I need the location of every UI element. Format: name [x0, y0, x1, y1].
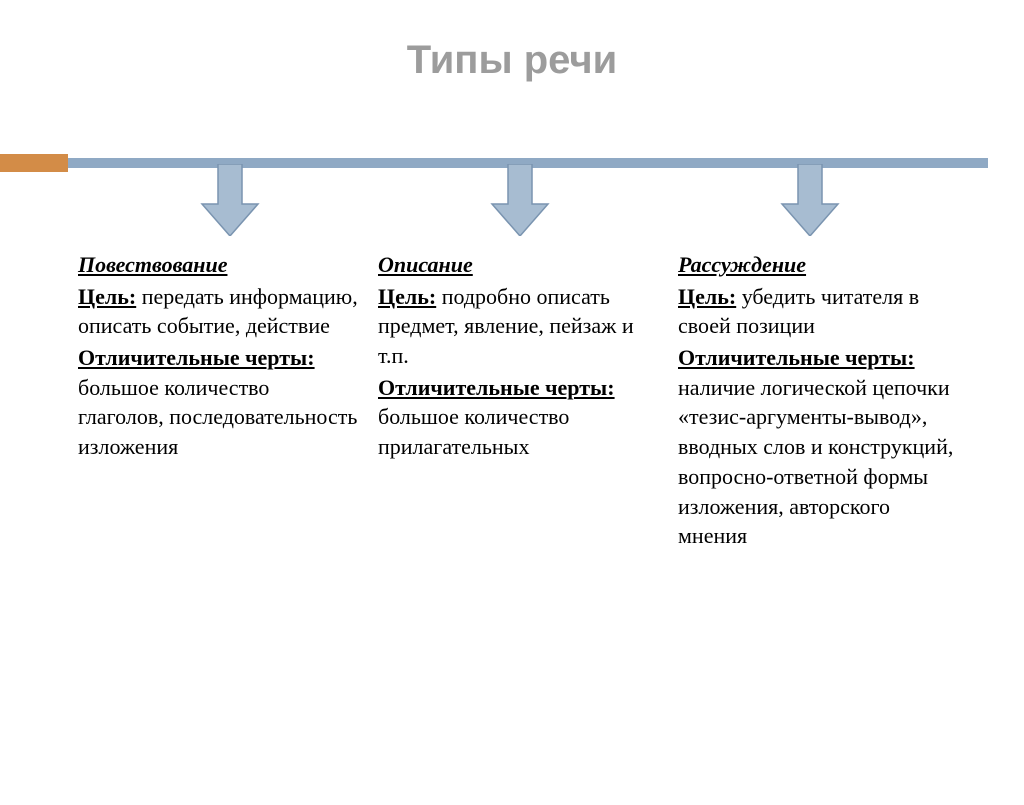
page-title: Типы речи	[0, 38, 1024, 83]
column-narration: Повествование Цель: передать информацию,…	[78, 250, 358, 553]
column-goal: Цель: передать информацию, описать событ…	[78, 282, 358, 341]
down-arrow-icon	[200, 164, 260, 236]
features-label: Отличительные черты:	[378, 375, 615, 400]
down-arrow-icon	[780, 164, 840, 236]
column-description: Описание Цель: подробно описать предмет,…	[378, 250, 658, 553]
goal-label: Цель:	[378, 284, 436, 309]
column-goal: Цель: убедить читателя в своей позиции	[678, 282, 958, 341]
features-text: наличие логической цепочки «тезис-аргуме…	[678, 375, 953, 548]
column-features: Отличительные черты: большое количество …	[78, 343, 358, 462]
goal-label: Цель:	[678, 284, 736, 309]
column-features: Отличительные черты: наличие логической …	[678, 343, 958, 551]
arrows-row	[0, 164, 1024, 244]
features-text: большое количество глаголов, последовате…	[78, 375, 357, 459]
column-heading: Рассуждение	[678, 250, 958, 280]
features-text: большое количество прилагательных	[378, 404, 569, 459]
column-heading: Повествование	[78, 250, 358, 280]
down-arrow-icon	[490, 164, 550, 236]
column-heading: Описание	[378, 250, 658, 280]
column-features: Отличительные черты: большое количество …	[378, 373, 658, 462]
goal-label: Цель:	[78, 284, 136, 309]
column-reasoning: Рассуждение Цель: убедить читателя в сво…	[678, 250, 958, 553]
features-label: Отличительные черты:	[78, 345, 315, 370]
columns-container: Повествование Цель: передать информацию,…	[78, 250, 958, 553]
features-label: Отличительные черты:	[678, 345, 915, 370]
column-goal: Цель: подробно описать предмет, явление,…	[378, 282, 658, 371]
